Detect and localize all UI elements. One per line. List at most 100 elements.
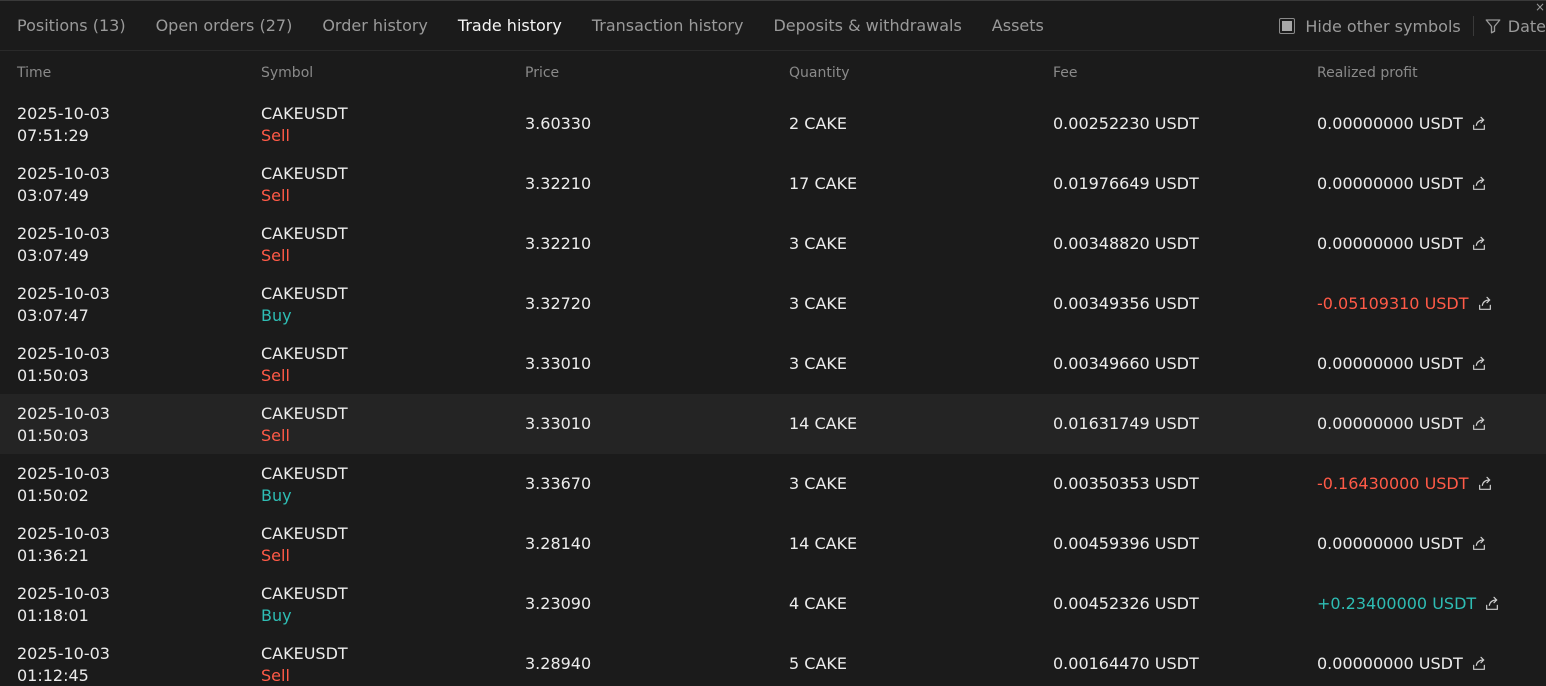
tab-transaction-history[interactable]: Transaction history xyxy=(591,16,744,35)
share-icon[interactable] xyxy=(1471,176,1487,192)
column-header-symbol[interactable]: Symbol xyxy=(261,65,314,81)
share-icon[interactable] xyxy=(1477,296,1493,312)
realized-profit-value: 0.00000000 USDT xyxy=(1317,654,1463,673)
trade-time: 01:12:45 xyxy=(17,666,89,685)
table-row[interactable]: 2025-10-03 01:18:01 CAKEUSDT Buy 3.23090 4 CA… xyxy=(0,574,1546,634)
symbol-cell: CAKEUSDT Sell xyxy=(261,103,348,147)
checkbox-icon[interactable] xyxy=(1279,18,1296,34)
realized-profit-value: -0.16430000 USDT xyxy=(1317,474,1469,493)
symbol-cell: CAKEUSDT Buy xyxy=(261,583,348,627)
tab-trade-history[interactable]: Trade history xyxy=(457,16,562,35)
realized-profit-value: 0.00000000 USDT xyxy=(1317,354,1463,373)
hide-other-symbols-toggle[interactable]: Hide other symbols xyxy=(1279,17,1461,36)
price-cell: 3.33010 xyxy=(525,414,592,433)
trade-time: 01:18:01 xyxy=(17,606,89,625)
share-icon[interactable] xyxy=(1471,416,1487,432)
table-row[interactable]: 2025-10-03 03:07:47 CAKEUSDT Buy 3.32720 3 CA… xyxy=(0,274,1546,334)
table-row[interactable]: 2025-10-03 07:51:29 CAKEUSDT Sell 3.60330 2 C… xyxy=(0,94,1546,154)
close-icon[interactable]: × xyxy=(1534,0,1546,14)
trade-time: 03:07:49 xyxy=(17,246,89,265)
tab-order-history[interactable]: Order history xyxy=(322,16,428,35)
fee-cell: 0.00459396 USDT xyxy=(1053,534,1199,553)
symbol-cell: CAKEUSDT Sell xyxy=(261,523,348,567)
time-cell: 2025-10-03 03:07:49 xyxy=(17,223,110,267)
share-icon[interactable] xyxy=(1471,656,1487,672)
symbol-cell: CAKEUSDT Buy xyxy=(261,283,348,327)
fee-cell: 0.00164470 USDT xyxy=(1053,654,1199,673)
symbol-name: CAKEUSDT xyxy=(261,644,348,663)
realized-profit-value: 0.00000000 USDT xyxy=(1317,234,1463,253)
share-icon[interactable] xyxy=(1477,476,1493,492)
symbol-cell: CAKEUSDT Buy xyxy=(261,463,348,507)
tab-deposits-withdrawals[interactable]: Deposits & withdrawals xyxy=(773,16,962,35)
column-header-quantity[interactable]: Quantity xyxy=(789,65,850,81)
realized-profit-value: 0.00000000 USDT xyxy=(1317,414,1463,433)
realized-profit-cell: 0.00000000 USDT xyxy=(1317,113,1487,135)
realized-profit-cell: -0.05109310 USDT xyxy=(1317,293,1493,315)
date-filter-button[interactable]: Date xyxy=(1484,17,1546,36)
share-icon[interactable] xyxy=(1471,536,1487,552)
column-header-price[interactable]: Price xyxy=(525,65,560,81)
realized-profit-cell: 0.00000000 USDT xyxy=(1317,653,1487,675)
tab-open-orders-27[interactable]: Open orders (27) xyxy=(155,16,293,35)
tab-positions-13[interactable]: Positions (13) xyxy=(17,16,126,35)
realized-profit-cell: 0.00000000 USDT xyxy=(1317,413,1487,435)
time-cell: 2025-10-03 01:50:03 xyxy=(17,403,110,447)
tab-assets[interactable]: Assets xyxy=(991,16,1044,35)
table-row[interactable]: 2025-10-03 01:50:03 CAKEUSDT Sell 3.33010 14 … xyxy=(0,394,1546,454)
share-icon[interactable] xyxy=(1471,356,1487,372)
time-cell: 2025-10-03 01:36:21 xyxy=(17,523,110,567)
trade-date: 2025-10-03 xyxy=(17,584,110,603)
symbol-name: CAKEUSDT xyxy=(261,524,348,543)
trade-side: Sell xyxy=(261,186,290,205)
trade-side: Sell xyxy=(261,246,290,265)
column-header-time[interactable]: Time xyxy=(17,65,52,81)
fee-cell: 0.00348820 USDT xyxy=(1053,234,1199,253)
trade-side: Sell xyxy=(261,366,290,385)
table-row[interactable]: 2025-10-03 03:07:49 CAKEUSDT Sell 3.32210 17 … xyxy=(0,154,1546,214)
column-header-fee[interactable]: Fee xyxy=(1053,65,1078,81)
trade-time: 01:50:03 xyxy=(17,426,89,445)
realized-profit-cell: 0.00000000 USDT xyxy=(1317,173,1487,195)
realized-profit-value: 0.00000000 USDT xyxy=(1317,174,1463,193)
column-header-realized-profit[interactable]: Realized profit xyxy=(1317,65,1418,81)
price-cell: 3.28940 xyxy=(525,654,592,673)
trade-date: 2025-10-03 xyxy=(17,164,110,183)
fee-cell: 0.01631749 USDT xyxy=(1053,414,1199,433)
time-cell: 2025-10-03 07:51:29 xyxy=(17,103,110,147)
share-icon[interactable] xyxy=(1484,596,1500,612)
realized-profit-cell: 0.00000000 USDT xyxy=(1317,233,1487,255)
table-header: Time Symbol Price Quantity Fee Realized … xyxy=(0,51,1546,94)
trade-side: Sell xyxy=(261,546,290,565)
quantity-cell: 3 CAKE xyxy=(789,294,847,313)
checkbox-check xyxy=(1282,21,1293,31)
table-row[interactable]: 2025-10-03 01:50:03 CAKEUSDT Sell 3.33010 3 C… xyxy=(0,334,1546,394)
fee-cell: 0.00349660 USDT xyxy=(1053,354,1199,373)
realized-profit-cell: 0.00000000 USDT xyxy=(1317,533,1487,555)
symbol-name: CAKEUSDT xyxy=(261,404,348,423)
fee-cell: 0.00349356 USDT xyxy=(1053,294,1199,313)
time-cell: 2025-10-03 01:50:03 xyxy=(17,343,110,387)
time-cell: 2025-10-03 01:18:01 xyxy=(17,583,110,627)
table-row[interactable]: 2025-10-03 01:36:21 CAKEUSDT Sell 3.28140 14 … xyxy=(0,514,1546,574)
price-cell: 3.32210 xyxy=(525,234,592,253)
trade-time: 03:07:47 xyxy=(17,306,89,325)
trade-side: Buy xyxy=(261,486,292,505)
trade-side: Sell xyxy=(261,426,290,445)
share-icon[interactable] xyxy=(1471,116,1487,132)
symbol-name: CAKEUSDT xyxy=(261,344,348,363)
quantity-cell: 4 CAKE xyxy=(789,594,847,613)
table-row[interactable]: 2025-10-03 01:50:02 CAKEUSDT Buy 3.33670 3 CA… xyxy=(0,454,1546,514)
trade-time: 07:51:29 xyxy=(17,126,89,145)
price-cell: 3.32720 xyxy=(525,294,592,313)
realized-profit-cell: 0.00000000 USDT xyxy=(1317,353,1487,375)
share-icon[interactable] xyxy=(1471,236,1487,252)
price-cell: 3.33010 xyxy=(525,354,592,373)
table-row[interactable]: 2025-10-03 03:07:49 CAKEUSDT Sell 3.32210 3 C… xyxy=(0,214,1546,274)
trade-time: 03:07:49 xyxy=(17,186,89,205)
table-row[interactable]: 2025-10-03 01:12:45 CAKEUSDT Sell 3.28940 5 C… xyxy=(0,634,1546,686)
quantity-cell: 3 CAKE xyxy=(789,234,847,253)
quantity-cell: 14 CAKE xyxy=(789,414,858,433)
symbol-cell: CAKEUSDT Sell xyxy=(261,163,348,207)
